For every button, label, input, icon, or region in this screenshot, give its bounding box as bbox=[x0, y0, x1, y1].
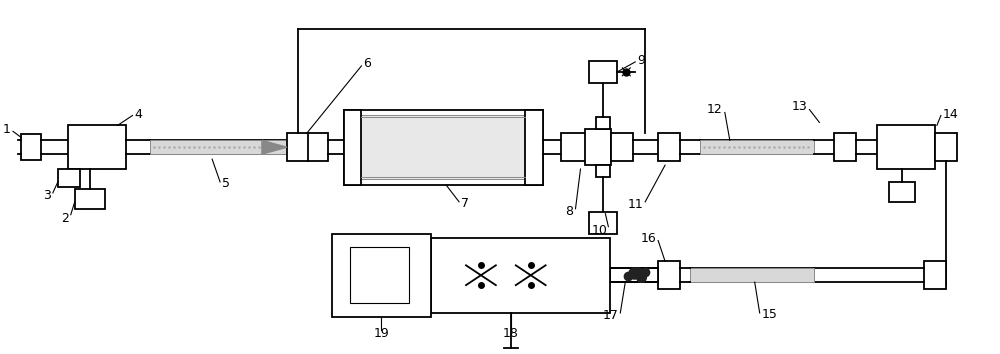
Bar bbox=[308, 133, 328, 161]
Bar bbox=[344, 109, 361, 185]
Polygon shape bbox=[262, 140, 287, 154]
Text: 6: 6 bbox=[363, 57, 371, 70]
Bar bbox=[287, 133, 309, 161]
Bar bbox=[21, 134, 41, 160]
Text: 12: 12 bbox=[707, 103, 723, 116]
Bar bbox=[431, 238, 610, 313]
Text: 15: 15 bbox=[762, 308, 778, 321]
Bar bbox=[150, 140, 287, 154]
Text: 7: 7 bbox=[461, 197, 469, 210]
Bar bbox=[58, 169, 80, 187]
Bar bbox=[353, 115, 533, 179]
Bar bbox=[332, 234, 431, 317]
Text: 14: 14 bbox=[943, 108, 959, 121]
Bar bbox=[596, 165, 610, 177]
Text: 4: 4 bbox=[134, 108, 142, 121]
Bar bbox=[935, 133, 957, 161]
Bar bbox=[611, 133, 633, 161]
Bar bbox=[525, 109, 543, 185]
Text: 10: 10 bbox=[591, 224, 607, 237]
Text: 18: 18 bbox=[503, 327, 519, 340]
Bar bbox=[889, 182, 915, 202]
Bar bbox=[350, 247, 409, 303]
Text: 1: 1 bbox=[3, 123, 11, 136]
Bar bbox=[834, 133, 856, 161]
Bar bbox=[596, 118, 610, 129]
Bar bbox=[589, 61, 617, 83]
Text: 17: 17 bbox=[602, 309, 618, 322]
Bar bbox=[690, 268, 814, 282]
Bar bbox=[877, 125, 935, 169]
Bar bbox=[589, 212, 617, 234]
Bar bbox=[585, 129, 611, 165]
Bar bbox=[344, 109, 543, 185]
Text: 3: 3 bbox=[43, 189, 51, 202]
Text: 9: 9 bbox=[637, 55, 645, 67]
Bar bbox=[610, 268, 658, 282]
Text: 11: 11 bbox=[627, 198, 643, 211]
Bar bbox=[658, 261, 680, 289]
Bar bbox=[658, 133, 680, 161]
Text: 16: 16 bbox=[640, 232, 656, 245]
Bar bbox=[924, 261, 946, 289]
Text: 13: 13 bbox=[792, 100, 807, 113]
Text: 2: 2 bbox=[61, 212, 69, 225]
Text: 19: 19 bbox=[373, 327, 389, 340]
Text: 8: 8 bbox=[566, 205, 574, 218]
Bar bbox=[68, 125, 126, 169]
Text: 5: 5 bbox=[222, 177, 230, 190]
Bar bbox=[700, 140, 814, 154]
Bar bbox=[75, 189, 105, 209]
Bar bbox=[561, 133, 586, 161]
